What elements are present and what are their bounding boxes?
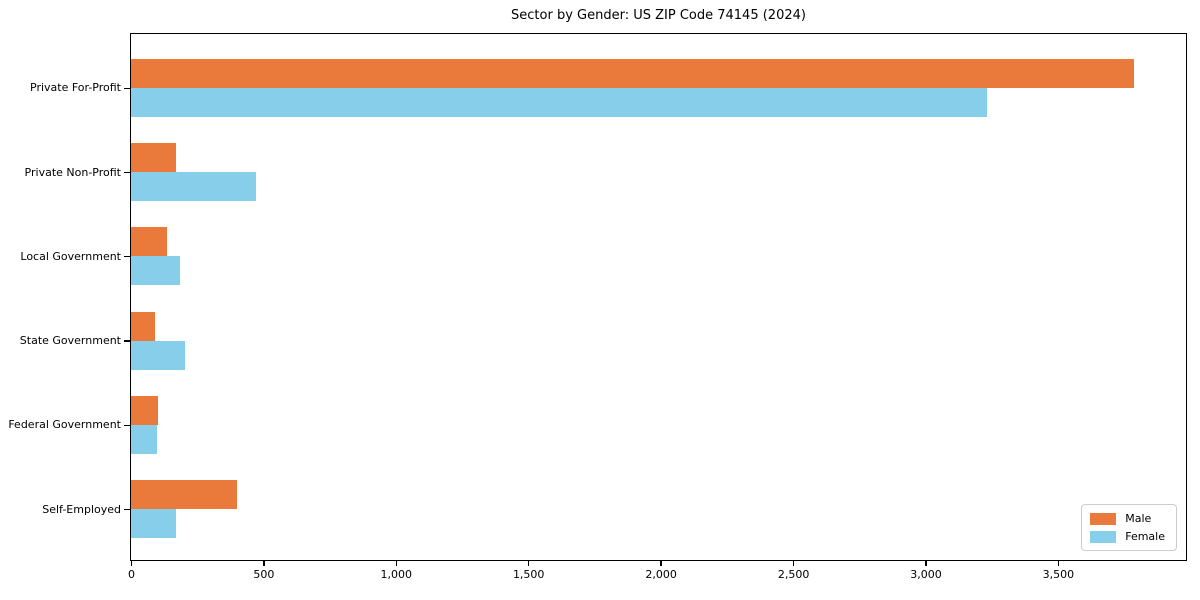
bar-male-1 xyxy=(131,143,177,173)
bar-female-1 xyxy=(131,172,256,202)
x-tick-label-3: 1,500 xyxy=(512,567,545,581)
y-tick-0 xyxy=(124,87,130,89)
bar-male-0 xyxy=(131,58,1134,88)
legend-label-female: Female xyxy=(1125,530,1165,543)
chart-title: Sector by Gender: US ZIP Code 74145 (202… xyxy=(511,8,806,23)
y-tick-5 xyxy=(124,508,130,511)
y-tick-label-5: Self-Employed xyxy=(42,502,121,516)
bar-female-2 xyxy=(131,256,180,286)
y-tick-label-0: Private For-Profit xyxy=(30,81,121,95)
bar-female-5 xyxy=(131,509,177,539)
legend-entry-female: Female xyxy=(1090,530,1165,543)
y-tick-2 xyxy=(124,256,130,258)
x-tick-6 xyxy=(925,559,927,566)
y-tick-label-1: Private Non-Profit xyxy=(24,165,121,179)
x-tick-label-6: 3,000 xyxy=(910,567,942,581)
x-tick-7 xyxy=(1057,559,1060,566)
x-tick-4 xyxy=(660,559,662,566)
x-tick-0 xyxy=(130,559,133,566)
y-tick-label-4: Federal Government xyxy=(8,418,121,432)
x-tick-3 xyxy=(528,559,530,566)
bar-female-4 xyxy=(131,424,157,454)
x-tick-label-0: 0 xyxy=(128,567,135,581)
x-tick-label-5: 2,500 xyxy=(777,567,810,581)
male-color-swatch xyxy=(1090,512,1117,525)
y-tick-3 xyxy=(124,340,130,342)
legend-label-male: Male xyxy=(1125,512,1152,525)
y-tick-label-3: State Government xyxy=(19,334,121,348)
bar-male-4 xyxy=(131,395,158,425)
y-tick-4 xyxy=(124,424,130,426)
x-tick-label-4: 2,000 xyxy=(645,567,677,581)
x-tick-5 xyxy=(792,559,795,566)
x-tick-label-7: 3,500 xyxy=(1042,567,1075,581)
x-tick-label-1: 500 xyxy=(253,567,275,581)
bar-male-3 xyxy=(131,311,155,341)
legend: Male Female xyxy=(1081,504,1177,551)
y-tick-1 xyxy=(124,171,130,174)
bar-female-3 xyxy=(131,340,185,370)
x-tick-2 xyxy=(395,559,397,566)
y-tick-label-2: Local Government xyxy=(20,249,121,263)
x-tick-1 xyxy=(263,559,265,566)
plot-area: Male Female xyxy=(130,33,1187,561)
bar-female-0 xyxy=(131,87,987,117)
bar-male-5 xyxy=(131,480,237,510)
bar-male-2 xyxy=(131,227,167,257)
legend-entry-male: Male xyxy=(1090,512,1165,525)
x-tick-label-2: 1,000 xyxy=(380,567,413,581)
female-color-swatch xyxy=(1090,530,1117,543)
